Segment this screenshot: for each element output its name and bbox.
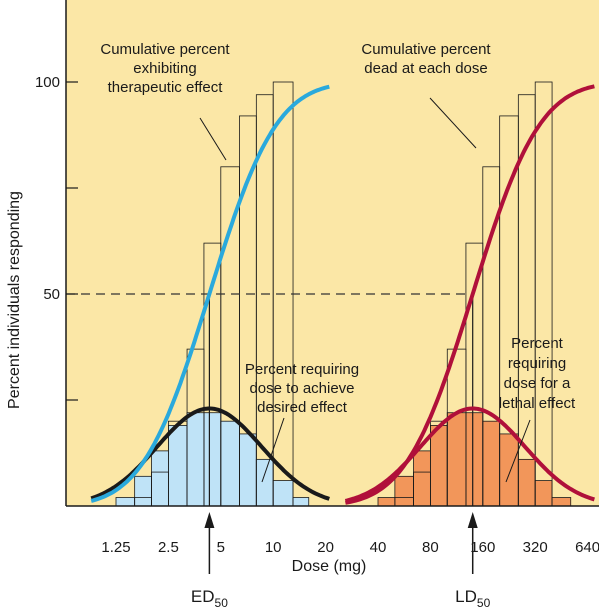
ld50-label-subscript: 50 — [477, 596, 491, 610]
lethal-distribution-label-line-3: lethal effect — [499, 395, 576, 412]
lethal-cumulative-label-line-0: Cumulative percent — [361, 41, 491, 58]
therapeutic-bar-2 — [151, 450, 169, 507]
therapeutic-bar-6 — [220, 420, 240, 507]
lethal-bar-9 — [534, 480, 553, 507]
lethal-cumulative-leader — [429, 97, 477, 149]
median-marker-lines — [208, 294, 474, 506]
lethal-bar-4 — [446, 412, 467, 507]
annotations: Cumulative percent exhibiting therapeutic … — [100, 41, 576, 416]
x-tick-label-5: 5 — [217, 539, 225, 556]
therapeutic-cumulative-label-line-2: therapeutic effect — [108, 79, 224, 96]
lethal-bar-0 — [377, 497, 396, 507]
x-tick-label-640: 640 — [575, 539, 599, 556]
therapeutic-bar-9 — [272, 480, 294, 507]
therapeutic-bar-1 — [134, 475, 152, 507]
lethal-bar-6 — [482, 420, 501, 507]
x-tick-label-80: 80 — [422, 539, 439, 556]
x-axis-title: Dose (mg) — [292, 558, 367, 575]
lethal-bar-1 — [394, 475, 414, 507]
therapeutic-bar-4 — [186, 412, 205, 507]
x-tick-label-1.25: 1.25 — [101, 539, 130, 556]
therapeutic-cumulative-label-line-1: exhibiting — [133, 60, 196, 77]
lethal-bar-3 — [429, 425, 448, 507]
therapeutic-bar-3 — [167, 425, 188, 507]
lethal-distribution-label-line-0: Percent — [511, 335, 564, 352]
lethal-bar-2 — [413, 450, 431, 507]
therapeutic-distribution-leader — [261, 417, 285, 483]
x-axis-ticks: 1.25 2.5 5 10 20 40 80 160 320 640 — [101, 539, 599, 556]
ld50-label-main: LD — [455, 587, 477, 606]
x-tick-label-40: 40 — [370, 539, 387, 556]
ed50-label-subscript: 50 — [215, 596, 229, 610]
lethal-cumulative-label-line-1: dead at each dose — [364, 60, 487, 77]
lethal-distribution-label-line-2: dose for a — [504, 375, 571, 392]
lethal-bar-10 — [551, 497, 572, 507]
y-axis-title: Percent individuals responding — [6, 191, 23, 409]
x-tick-label-10: 10 — [265, 539, 282, 556]
y-axis-ticks: 100 50 — [35, 74, 78, 401]
therapeutic-distribution-label-line-2: desired effect — [257, 399, 348, 416]
x-tick-label-320: 320 — [523, 539, 548, 556]
x-tick-label-2.5: 2.5 — [158, 539, 179, 556]
plot-background — [66, 0, 599, 506]
therapeutic-bar-10 — [292, 497, 310, 507]
y-tick-label-100: 100 — [35, 74, 60, 91]
ld50-label: LD50 — [455, 587, 490, 610]
lethal-bar-8 — [517, 458, 536, 507]
ed50-arrow-head — [204, 512, 215, 528]
therapeutic-cumulative-leader — [199, 117, 227, 161]
y-tick-label-50: 50 — [43, 286, 60, 303]
lethal-distribution-leader — [505, 419, 531, 483]
lethal-distribution-curve — [344, 406, 595, 503]
x-tick-label-160: 160 — [470, 539, 495, 556]
therapeutic-bar-8 — [255, 458, 274, 507]
median-markers: ED50 LD50 — [191, 512, 491, 610]
therapeutic-distribution-curve — [90, 406, 330, 501]
therapeutic-cumulative-curve — [90, 84, 330, 503]
lethal-distribution-label-line-1: requiring — [508, 355, 566, 372]
therapeutic-bar-5 — [203, 412, 222, 507]
therapeutic-cumulative-label-line-0: Cumulative percent — [100, 41, 230, 58]
ld50-arrow-head — [467, 512, 478, 528]
lethal-histogram — [377, 412, 572, 507]
therapeutic-bar-7 — [239, 433, 257, 507]
x-tick-label-20: 20 — [317, 539, 334, 556]
therapeutic-distribution-label-line-0: Percent requiring — [245, 361, 359, 378]
ed50-label-main: ED — [191, 587, 215, 606]
lethal-bar-5 — [465, 412, 484, 507]
lethal-cumulative-curve — [345, 84, 595, 505]
lethal-bar-7 — [499, 433, 519, 507]
ed50-label: ED50 — [191, 587, 228, 610]
annotation-leader-lines — [199, 97, 531, 483]
therapeutic-distribution-label-line-1: dose to achieve — [249, 380, 354, 397]
therapeutic-bar-0 — [115, 497, 136, 507]
